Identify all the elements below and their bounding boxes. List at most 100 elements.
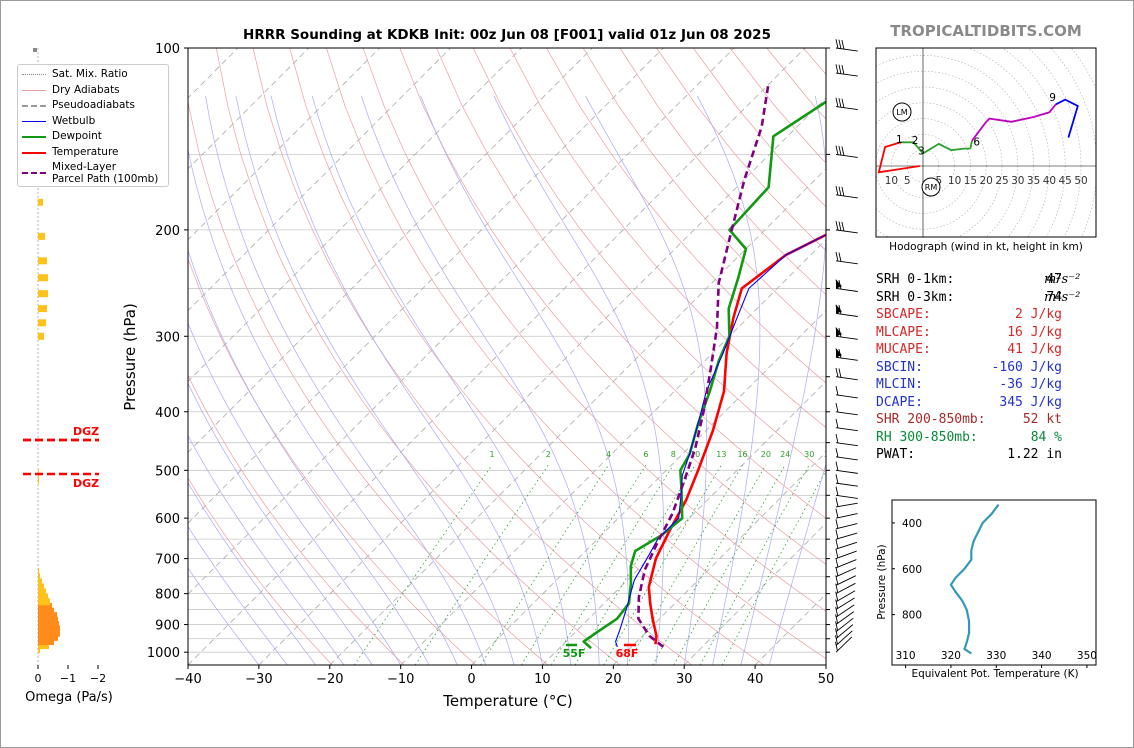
- moist-adiabat-line: [188, 567, 260, 665]
- wind-barb-shaft: [835, 376, 858, 381]
- mixing-ratio-line: [550, 464, 674, 665]
- watermark: TROPICALTIDBITS.COM: [890, 22, 1082, 40]
- x-tick-label: 0: [467, 672, 475, 687]
- wind-barb-flag: [841, 146, 845, 156]
- wind-barb-shaft: [835, 630, 853, 646]
- omega-bar: [38, 573, 40, 581]
- wind-barb-flag: [835, 519, 839, 529]
- index-value: 74: [1046, 289, 1062, 305]
- hodograph-rm-marker: [921, 177, 941, 197]
- wind-barb-shaft: [835, 394, 858, 399]
- wind-barb-shaft: [835, 106, 858, 111]
- wind-barb-flag: [835, 566, 839, 576]
- wind-barb-flag: [835, 628, 838, 638]
- dry-adiabat-line: [289, 48, 764, 665]
- wind-barb-shaft: [835, 356, 858, 361]
- hodograph-ring-label: 5: [904, 175, 911, 187]
- wind-barb-shaft: [835, 502, 858, 508]
- wind-barb-shaft: [835, 260, 858, 265]
- legend-label: Wetbulb: [52, 114, 96, 127]
- wind-barb-shaft: [835, 427, 858, 432]
- moist-adiabat-line: [270, 95, 543, 665]
- hodograph-height-label: 9: [1049, 92, 1056, 104]
- legend-item: Sat. Mix. Ratio: [18, 67, 168, 83]
- y-tick-label: 400: [155, 406, 180, 421]
- isotherm-line: [188, 48, 806, 665]
- mixing-ratio-label: 4: [606, 450, 611, 459]
- legend-item: Dewpoint: [18, 129, 168, 145]
- omega-bar: [38, 274, 48, 282]
- index-value: -160 J/kg: [991, 359, 1062, 375]
- hodograph-ring-label: 30: [1011, 175, 1024, 187]
- wind-barb-shaft: [835, 582, 856, 595]
- omega-bar: [38, 598, 50, 606]
- index-value: 41 J/kg: [1007, 342, 1062, 357]
- wind-barb-shaft: [835, 590, 856, 603]
- wind-barb-pennant: [836, 348, 842, 358]
- wind-barb-shaft: [835, 567, 857, 578]
- legend-item: Pseudoadiabats: [18, 98, 168, 114]
- wind-barb-shaft: [835, 523, 858, 530]
- omega-bar: [38, 305, 47, 313]
- moist-adiabat-line: [188, 322, 401, 665]
- theta-e-x-tick-label: 340: [1032, 650, 1052, 662]
- moist-adiabat-line: [188, 525, 288, 665]
- surface-temperature-label: 68F: [616, 647, 639, 660]
- wind-barb-flag: [835, 97, 839, 107]
- theta-e-xlabel: Equivalent Pot. Temperature (K): [911, 668, 1079, 680]
- wind-barb-shaft: [835, 229, 858, 234]
- wind-barb-shaft: [835, 456, 858, 461]
- wind-barb-shaft: [835, 624, 854, 640]
- theta-e-ylabel: Pressure (hPa): [876, 544, 888, 620]
- wind-barb-flag: [841, 221, 845, 232]
- wind-barb-shaft: [835, 312, 858, 317]
- wind-barb-flag: [835, 145, 839, 155]
- wind-barb-flag: [838, 98, 842, 108]
- theta-e-y-tick-label: 400: [902, 518, 922, 530]
- isotherm-line: [471, 309, 826, 665]
- legend-label: Sat. Mix. Ratio: [52, 68, 128, 80]
- mixing-ratio-line: [626, 464, 743, 665]
- isotherm-line: [683, 522, 826, 665]
- theta-e-x-tick-label: 310: [896, 650, 916, 662]
- wind-barb-shaft: [835, 513, 858, 519]
- mixing-ratio-line: [721, 469, 826, 665]
- wind-barb-shaft: [835, 636, 853, 653]
- y-tick-label: 900: [155, 619, 180, 634]
- isotherm-line: [258, 97, 826, 665]
- wind-barb-flag: [835, 606, 839, 617]
- hodograph-height-label: 2: [912, 135, 919, 147]
- theta-e-frame: [891, 499, 1097, 666]
- moist-adiabat-line: [188, 382, 373, 665]
- hodograph-segment: [877, 141, 920, 174]
- wind-barb-shaft: [835, 442, 858, 447]
- theta-e-x-tick-label: 350: [1077, 650, 1097, 662]
- moist-adiabat-line: [493, 95, 665, 665]
- wind-barb-flag: [835, 591, 839, 601]
- y-tick-label: 600: [155, 512, 180, 527]
- index-label: SBCAPE:: [876, 307, 931, 322]
- mixing-ratio-label: 24: [780, 450, 790, 459]
- wind-barb-flag: [838, 186, 842, 196]
- legend-swatch: [22, 74, 46, 75]
- omega-bar: [38, 257, 47, 265]
- mixing-ratio-label: 1: [490, 450, 495, 459]
- wind-barb-shaft: [835, 559, 857, 569]
- index-label: RH 300-850mb:: [876, 429, 978, 445]
- wind-barb-flag: [835, 39, 839, 49]
- omega-bar: [38, 290, 48, 298]
- moist-adiabat-line: [188, 249, 430, 665]
- wind-barb-flag: [835, 186, 839, 196]
- x-tick-label: −30: [245, 672, 272, 687]
- hodograph-ring-label: 25: [995, 175, 1008, 187]
- moist-adiabat-line: [585, 95, 708, 665]
- skewt-frame: [187, 47, 827, 666]
- index-label: SBCIN:: [876, 359, 923, 375]
- moist-adiabat-line: [360, 95, 600, 665]
- index-value: 1.22 in: [1007, 447, 1062, 462]
- wind-barb-shaft: [835, 597, 855, 610]
- wind-barb-flag: [835, 539, 839, 549]
- dry-adiabat-line: [188, 257, 477, 665]
- hodograph-segment: [969, 140, 973, 149]
- index-label: DCAPE:: [876, 394, 923, 410]
